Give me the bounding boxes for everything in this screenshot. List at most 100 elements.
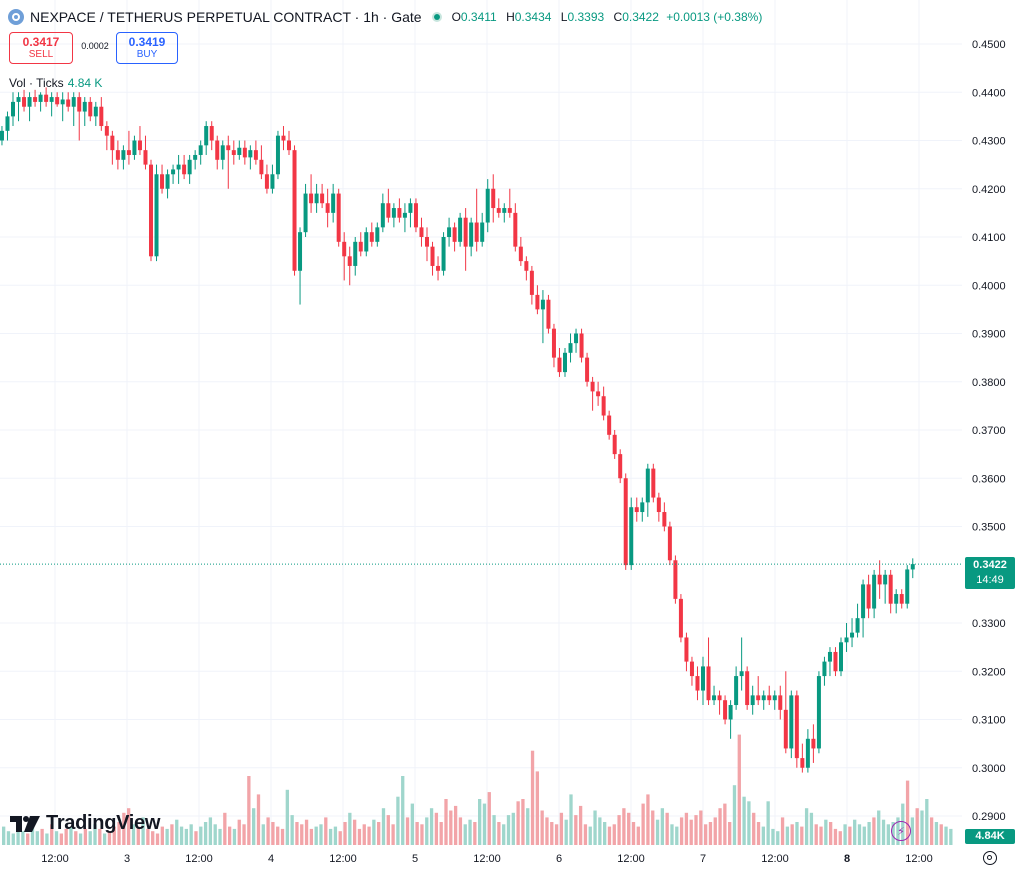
volume-bar	[699, 810, 703, 845]
candle-body	[49, 97, 54, 102]
volume-bar	[338, 831, 342, 845]
candle-body	[160, 174, 165, 189]
volume-bar	[559, 812, 564, 845]
high-label: H	[506, 10, 515, 24]
volume-bar	[434, 812, 439, 845]
volume-bars	[2, 734, 953, 845]
candle-body	[888, 574, 893, 604]
volume-bar	[324, 817, 328, 845]
volume-bar	[131, 824, 136, 845]
volume-bar	[790, 824, 794, 845]
market-open-dot-icon[interactable]	[431, 12, 442, 22]
volume-bar	[401, 776, 405, 845]
candle-body	[353, 241, 358, 266]
gear-icon[interactable]	[983, 851, 997, 865]
price-axis[interactable]: 0.4500 0.4400 0.4300 0.4200 0.4100 0.4000 0.39…	[972, 39, 1006, 823]
symbol-title[interactable]: NEXPACE / TETHERUS PERPETUAL CONTRACT · …	[30, 9, 422, 25]
candle-body	[712, 695, 717, 701]
price-tick-label: 0.3200	[972, 666, 1006, 678]
volume-bar	[309, 828, 314, 845]
candle-body	[689, 661, 694, 677]
candle-body	[287, 140, 291, 151]
candle-body	[618, 454, 623, 479]
volume-bar	[675, 826, 679, 845]
candle-body	[728, 705, 733, 720]
candle-body	[596, 391, 601, 397]
volume-bar	[227, 826, 232, 845]
close-value: 0.3422	[622, 10, 659, 24]
volume-bar	[127, 808, 131, 845]
candle-body	[66, 99, 71, 107]
volume-bar	[651, 810, 655, 845]
candle-body	[309, 193, 314, 204]
buy-price: 0.3419	[128, 35, 166, 49]
volume-bar	[468, 819, 472, 845]
volume-bar	[833, 828, 838, 845]
buy-label: BUY	[136, 49, 158, 60]
sell-button[interactable]: 0.3417 SELL	[9, 32, 73, 64]
candle-body	[204, 126, 209, 146]
candle-body	[88, 101, 93, 117]
volume-bar	[372, 819, 376, 845]
volume-bar	[511, 812, 515, 845]
volume-bar	[521, 799, 525, 845]
candle-body	[320, 193, 325, 204]
volume-bar	[526, 808, 530, 845]
candle-body	[16, 97, 21, 102]
candle-body	[800, 758, 805, 768]
candle-body	[171, 169, 176, 175]
candle-body	[314, 193, 319, 204]
time-axis[interactable]: 12:00 3 12:00 4 12:00 5 12:00 6 12:00 7 12:00 8 12:0…	[41, 853, 933, 865]
candle-body	[894, 594, 899, 604]
volume-bar	[622, 808, 626, 845]
volume-bar	[184, 828, 189, 845]
candle-body	[529, 270, 534, 295]
lightning-bolt-icon[interactable]: ⚡	[891, 821, 911, 841]
candle-body	[99, 106, 104, 127]
volume-bar	[54, 831, 59, 845]
candle-body	[226, 145, 231, 151]
volume-bar	[458, 817, 463, 845]
volume-bar	[170, 824, 174, 845]
candle-body	[855, 618, 860, 633]
volume-bar	[804, 808, 809, 845]
volume-bar	[165, 828, 169, 845]
volume-bar	[564, 819, 568, 845]
volume-bar	[247, 776, 251, 845]
volume-bar	[934, 822, 939, 845]
volume-bar	[545, 817, 549, 845]
nexpace-coin-icon[interactable]	[8, 9, 24, 25]
buy-button[interactable]: 0.3419 BUY	[116, 32, 178, 64]
candle-body	[33, 97, 38, 102]
volume-bar	[102, 833, 107, 845]
candle-body	[220, 145, 225, 160]
time-tick-label: 12:00	[905, 853, 933, 865]
volume-bar	[785, 826, 790, 845]
candle-body	[607, 415, 612, 435]
volume-bar	[540, 810, 544, 845]
candle-body	[0, 130, 4, 141]
volume-bar	[881, 819, 886, 845]
tradingview-logo[interactable]: TradingView	[10, 812, 160, 835]
volume-bar	[780, 817, 785, 845]
volume-legend[interactable]: Vol · Ticks 4.84 K	[9, 76, 102, 90]
candle-body	[436, 265, 441, 271]
price-tick-label: 0.4000	[972, 280, 1006, 292]
volume-bar	[40, 828, 44, 845]
candle-body	[242, 147, 247, 158]
candle-body	[375, 227, 380, 242]
candle-body	[209, 126, 214, 141]
volume-bar	[578, 805, 583, 845]
volume-bar	[429, 808, 434, 845]
volume-bar	[588, 826, 592, 845]
volume-bar	[550, 822, 554, 845]
price-tick-label: 0.4200	[972, 184, 1006, 196]
open-label: O	[451, 10, 461, 24]
volume-bar	[266, 817, 270, 845]
candle-body	[662, 512, 667, 527]
candle-body	[717, 695, 722, 701]
volume-bar	[276, 826, 280, 845]
change-value: +0.0013 (+0.38%)	[666, 10, 763, 24]
time-tick-label: 6	[556, 853, 562, 865]
